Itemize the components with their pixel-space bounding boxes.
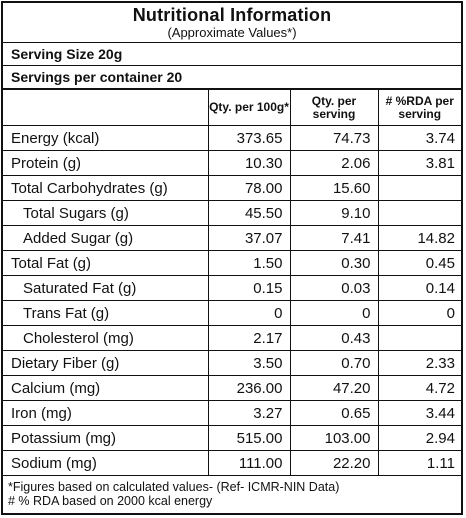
value-per-serving: 0.43 — [289, 325, 379, 351]
value-per-100g: 3.27 — [207, 400, 291, 426]
value-per-100g: 0 — [207, 300, 291, 326]
value-rda: 0 — [377, 300, 461, 326]
value-per-serving: 0.03 — [289, 275, 379, 301]
table-row: Added Sugar (g) 37.07 7.41 14.82 — [3, 225, 461, 251]
header-rda-per-serving: # %RDA per serving — [377, 89, 461, 126]
nutrient-name: Dietary Fiber (g) — [3, 350, 209, 376]
value-per-100g: 515.00 — [207, 425, 291, 451]
value-rda — [377, 325, 461, 351]
value-per-serving: 103.00 — [289, 425, 379, 451]
nutrient-name: Sodium (mg) — [3, 450, 209, 476]
value-per-100g: 45.50 — [207, 200, 291, 226]
serving-size: Serving Size 20g — [3, 43, 461, 66]
value-per-serving: 0 — [289, 300, 379, 326]
table-row: Protein (g) 10.30 2.06 3.81 — [3, 150, 461, 176]
header-qty-per-100g: Qty. per 100g* — [207, 89, 291, 126]
value-rda — [377, 175, 461, 201]
nutrient-name: Total Sugars (g) — [3, 200, 209, 226]
table-row: Energy (kcal) 373.65 74.73 3.74 — [3, 125, 461, 151]
nutrient-name: Calcium (mg) — [3, 375, 209, 401]
table-row: Dietary Fiber (g) 3.50 0.70 2.33 — [3, 350, 461, 376]
value-per-100g: 2.17 — [207, 325, 291, 351]
table-row: Sodium (mg) 111.00 22.20 1.11 — [3, 450, 461, 476]
table-row: Total Fat (g) 1.50 0.30 0.45 — [3, 250, 461, 276]
nutrition-rows: Energy (kcal) 373.65 74.73 3.74 Protein (g) 1… — [3, 125, 461, 476]
value-per-100g: 1.50 — [207, 250, 291, 276]
value-per-serving: 7.41 — [289, 225, 379, 251]
value-per-serving: 74.73 — [289, 125, 379, 151]
value-rda — [377, 200, 461, 226]
value-per-100g: 236.00 — [207, 375, 291, 401]
value-rda: 1.11 — [377, 450, 461, 476]
panel-subtitle: (Approximate Values*) — [167, 25, 297, 40]
table-row: Cholesterol (mg) 2.17 0.43 — [3, 325, 461, 351]
nutrient-name: Added Sugar (g) — [3, 225, 209, 251]
value-per-serving: 0.65 — [289, 400, 379, 426]
value-per-serving: 9.10 — [289, 200, 379, 226]
panel-title: Nutritional Information — [132, 5, 332, 25]
nutrient-name: Cholesterol (mg) — [3, 325, 209, 351]
nutrition-table: Qty. per 100g* Qty. per serving # %RDA p… — [3, 89, 461, 476]
value-per-serving: 15.60 — [289, 175, 379, 201]
footnote-rda-basis: # % RDA based on 2000 kcal energy — [8, 494, 213, 508]
table-row: Potassium (mg) 515.00 103.00 2.94 — [3, 425, 461, 451]
value-rda: 2.33 — [377, 350, 461, 376]
value-per-serving: 2.06 — [289, 150, 379, 176]
footnotes: *Figures based on calculated values- (Re… — [3, 476, 461, 508]
value-per-serving: 47.20 — [289, 375, 379, 401]
nutrient-name: Trans Fat (g) — [3, 300, 209, 326]
value-rda: 3.44 — [377, 400, 461, 426]
value-per-100g: 10.30 — [207, 150, 291, 176]
servings-per-container: Servings per container 20 — [3, 66, 461, 89]
value-per-100g: 373.65 — [207, 125, 291, 151]
value-per-100g: 78.00 — [207, 175, 291, 201]
table-row: Trans Fat (g) 0 0 0 — [3, 300, 461, 326]
nutrient-name: Protein (g) — [3, 150, 209, 176]
value-per-serving: 0.70 — [289, 350, 379, 376]
value-rda: 14.82 — [377, 225, 461, 251]
value-per-serving: 22.20 — [289, 450, 379, 476]
table-row: Total Sugars (g) 45.50 9.10 — [3, 200, 461, 226]
value-rda: 0.45 — [377, 250, 461, 276]
nutrient-name: Potassium (mg) — [3, 425, 209, 451]
value-per-100g: 3.50 — [207, 350, 291, 376]
table-row: Total Carbohydrates (g) 78.00 15.60 — [3, 175, 461, 201]
nutrient-name: Iron (mg) — [3, 400, 209, 426]
table-row: Iron (mg) 3.27 0.65 3.44 — [3, 400, 461, 426]
value-rda: 2.94 — [377, 425, 461, 451]
footnote-calculated-values: *Figures based on calculated values- (Re… — [8, 480, 340, 494]
nutrient-name: Energy (kcal) — [3, 125, 209, 151]
table-row: Calcium (mg) 236.00 47.20 4.72 — [3, 375, 461, 401]
value-per-100g: 0.15 — [207, 275, 291, 301]
header-qty-per-serving: Qty. per serving — [289, 89, 379, 126]
value-per-serving: 0.30 — [289, 250, 379, 276]
nutrient-name: Total Fat (g) — [3, 250, 209, 276]
header-nutrient — [3, 89, 209, 126]
value-rda: 4.72 — [377, 375, 461, 401]
value-rda: 3.81 — [377, 150, 461, 176]
value-per-100g: 37.07 — [207, 225, 291, 251]
value-rda: 3.74 — [377, 125, 461, 151]
nutrient-name: Saturated Fat (g) — [3, 275, 209, 301]
table-header-row: Qty. per 100g* Qty. per serving # %RDA p… — [3, 89, 461, 126]
title-block: Nutritional Information (Approximate Val… — [3, 3, 461, 43]
value-rda: 0.14 — [377, 275, 461, 301]
value-per-100g: 111.00 — [207, 450, 291, 476]
nutrient-name: Total Carbohydrates (g) — [3, 175, 209, 201]
table-row: Saturated Fat (g) 0.15 0.03 0.14 — [3, 275, 461, 301]
